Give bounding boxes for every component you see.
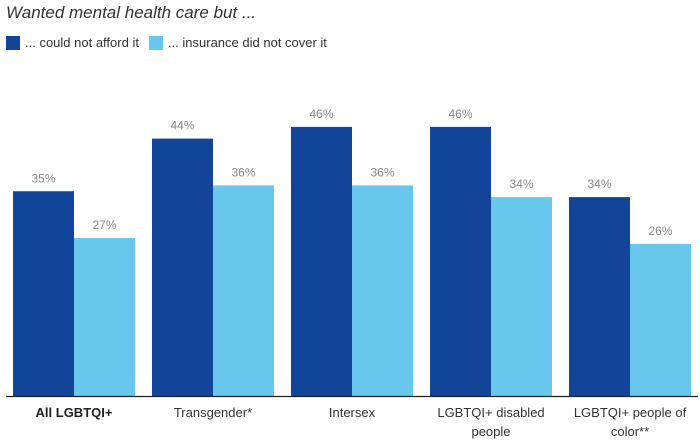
legend-swatch-insurance xyxy=(148,35,163,50)
data-label-insurance-2: 36% xyxy=(370,165,394,179)
data-label-afford-4: 34% xyxy=(587,177,611,191)
category-label-4-line-1: color** xyxy=(611,424,649,439)
category-label-3-line-0: LGBTQI+ disabled xyxy=(437,405,544,420)
legend-label-insurance: ... insurance did not cover it xyxy=(167,35,327,50)
data-label-afford-2: 46% xyxy=(309,107,333,121)
category-label-3-line-1: people xyxy=(471,424,510,439)
bar-insurance-0 xyxy=(74,238,135,396)
data-label-afford-3: 46% xyxy=(448,107,472,121)
legend-swatch-afford xyxy=(6,35,20,50)
category-label-1: Transgender* xyxy=(174,405,252,420)
data-label-insurance-4: 26% xyxy=(648,224,672,238)
bar-afford-3 xyxy=(430,126,491,397)
category-label-0: All LGBTQI+ xyxy=(36,405,113,420)
bar-insurance-3 xyxy=(491,197,552,396)
chart-legend: ... could not afford it ... insurance di… xyxy=(6,35,337,50)
data-label-afford-1: 44% xyxy=(170,119,194,133)
data-label-insurance-1: 36% xyxy=(231,165,255,179)
chart-title: Wanted mental health care but ... xyxy=(6,3,257,22)
bar-insurance-4 xyxy=(630,243,691,396)
data-label-insurance-0: 27% xyxy=(92,218,116,232)
legend-item-insurance: ... insurance did not cover it xyxy=(148,35,327,50)
bar-afford-4 xyxy=(569,197,630,396)
category-label-2: Intersex xyxy=(329,405,376,420)
category-label-4-line-0: LGBTQI+ people of xyxy=(574,405,687,420)
bar-afford-1 xyxy=(152,138,213,396)
legend-item-afford: ... could not afford it xyxy=(6,35,139,50)
bar-insurance-1 xyxy=(213,185,274,396)
bar-afford-0 xyxy=(13,191,74,396)
legend-label-afford: ... could not afford it xyxy=(25,35,139,50)
bar-insurance-2 xyxy=(352,185,413,396)
bar-afford-2 xyxy=(291,126,352,397)
data-label-insurance-3: 34% xyxy=(509,177,533,191)
data-label-afford-0: 35% xyxy=(31,171,55,185)
